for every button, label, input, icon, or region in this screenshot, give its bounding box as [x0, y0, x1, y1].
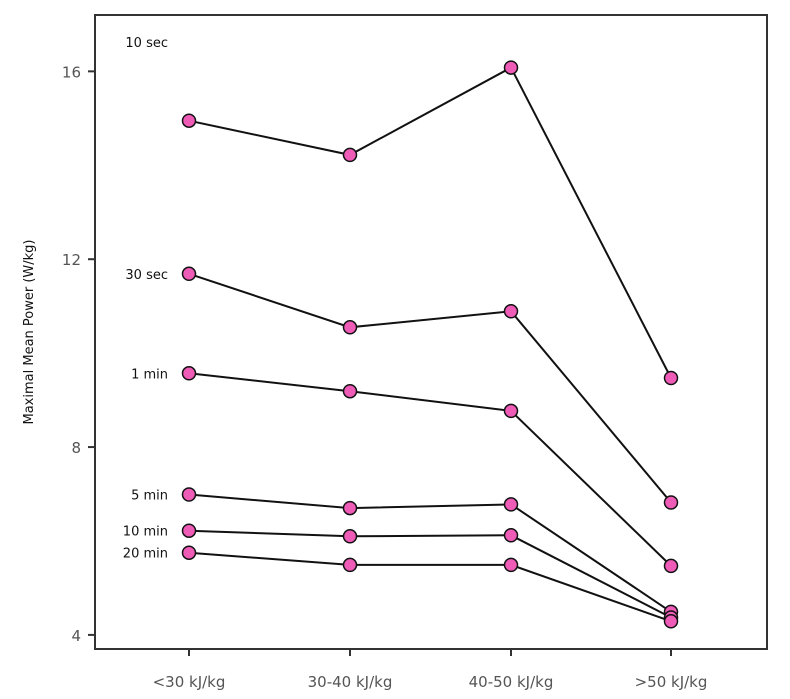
series-line	[188, 493, 672, 613]
series-label: 10 sec	[125, 36, 168, 51]
data-point	[181, 523, 197, 538]
data-point	[181, 113, 197, 128]
series-points	[181, 60, 679, 629]
data-point	[181, 266, 197, 282]
data-point	[663, 558, 679, 574]
series-line	[188, 529, 672, 619]
data-point	[181, 366, 197, 381]
data-point	[503, 497, 519, 512]
plot-frame	[94, 14, 768, 650]
y-tick-label: 8	[71, 439, 81, 457]
y-tick-label: 16	[62, 63, 81, 81]
x-axis: <30 kJ/kg 30-40 kJ/kg 40-50 kJ/kg >50 kJ/kg	[153, 649, 708, 691]
series-label: 10 min	[123, 525, 168, 540]
data-point	[503, 304, 519, 319]
series-label: 20 min	[123, 547, 168, 562]
x-tick-label: 30-40 kJ/kg	[308, 673, 393, 691]
data-point	[181, 487, 197, 502]
data-point	[342, 383, 358, 399]
y-tick-label: 4	[71, 627, 81, 645]
x-tick-label: <30 kJ/kg	[153, 673, 226, 691]
data-point	[342, 320, 358, 335]
series-line	[188, 272, 672, 504]
data-point	[503, 528, 519, 543]
y-tick-label: 12	[62, 251, 81, 269]
y-axis: 4 8 12 16	[62, 63, 95, 645]
series-line	[188, 372, 672, 567]
x-tick-label: 40-50 kJ/kg	[469, 673, 554, 691]
series-labels: 10 sec 30 sec 1 min 5 min 10 min 20 min	[123, 36, 168, 562]
data-point	[342, 529, 358, 544]
series-line	[188, 551, 672, 623]
series-label: 30 sec	[125, 268, 168, 283]
y-axis-title: Maximal Mean Power (W/kg)	[22, 239, 37, 424]
data-point	[342, 557, 358, 573]
data-point	[503, 60, 519, 75]
series-label: 1 min	[131, 367, 168, 382]
data-point	[342, 500, 358, 516]
series-label: 5 min	[131, 489, 168, 504]
data-point	[503, 403, 519, 419]
data-point	[503, 557, 519, 573]
data-point	[663, 614, 679, 629]
data-point	[181, 545, 197, 560]
data-point	[663, 495, 679, 510]
x-tick-label: >50 kJ/kg	[635, 673, 708, 691]
data-point	[663, 370, 679, 386]
series-line	[188, 66, 672, 379]
data-point	[342, 147, 358, 163]
series-lines	[188, 66, 672, 623]
